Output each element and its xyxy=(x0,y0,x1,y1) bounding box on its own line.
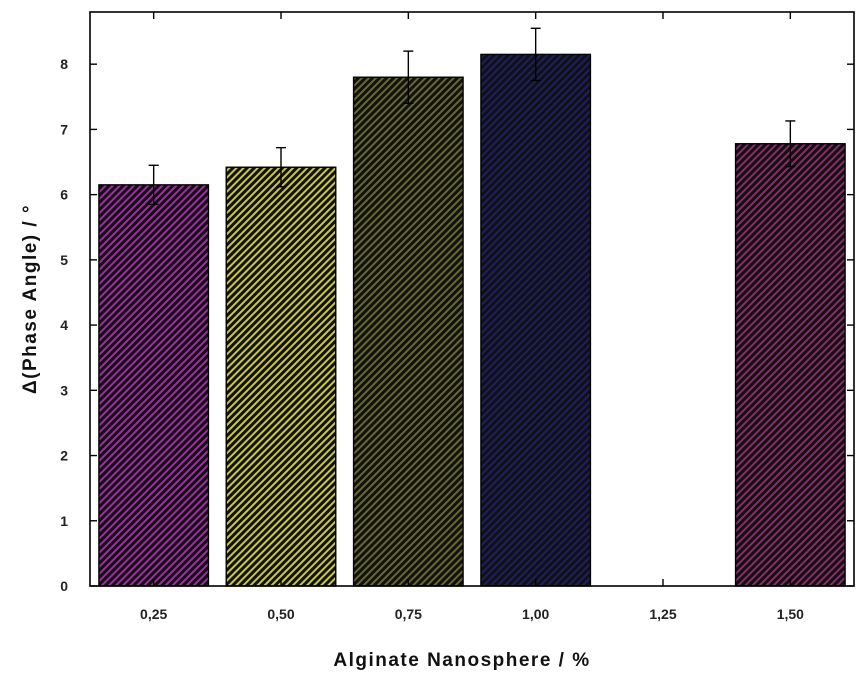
x-tick-label: 0,25 xyxy=(140,606,167,622)
y-tick-label: 1 xyxy=(60,513,68,529)
x-tick-label: 1,50 xyxy=(777,606,804,622)
y-tick-label: 7 xyxy=(60,121,68,137)
y-tick-label: 0 xyxy=(60,578,68,594)
x-axis-title: Alginate Nanosphere / % xyxy=(333,650,590,671)
bar-0-25 xyxy=(98,184,210,587)
error-bar-0-75 xyxy=(403,50,414,105)
x-tick-label: 1,00 xyxy=(522,606,549,622)
y-axis-ticks: 0 1 2 3 4 5 6 7 8 xyxy=(60,56,854,594)
y-tick-label: 8 xyxy=(60,56,68,72)
bar-0-50 xyxy=(225,166,337,587)
bar-1-00 xyxy=(480,53,592,587)
bar-1-50 xyxy=(734,143,846,587)
y-tick-label: 6 xyxy=(60,187,68,203)
y-axis-title: Δ(Phase Angle) / ° xyxy=(20,204,41,394)
error-bar-1-50 xyxy=(785,120,796,168)
x-tick-label: 0,50 xyxy=(267,606,294,622)
x-tick-label: 0,75 xyxy=(395,606,422,622)
y-tick-label: 2 xyxy=(60,448,68,464)
y-tick-label: 3 xyxy=(60,382,68,398)
x-axis-ticks: 0,25 0,50 0,75 1,00 1,25 1,50 xyxy=(140,12,804,622)
plot-area-frame xyxy=(89,11,855,587)
error-bar-0-50 xyxy=(276,146,286,188)
x-tick-label: 1,25 xyxy=(649,606,676,622)
error-bars-layer xyxy=(148,27,796,206)
y-tick-label: 4 xyxy=(60,317,68,333)
bars-layer xyxy=(98,53,846,587)
error-bar-0-25 xyxy=(148,164,159,206)
error-bar-1-00 xyxy=(530,27,541,82)
bar-0-75 xyxy=(352,76,464,587)
y-tick-label: 5 xyxy=(60,252,68,268)
